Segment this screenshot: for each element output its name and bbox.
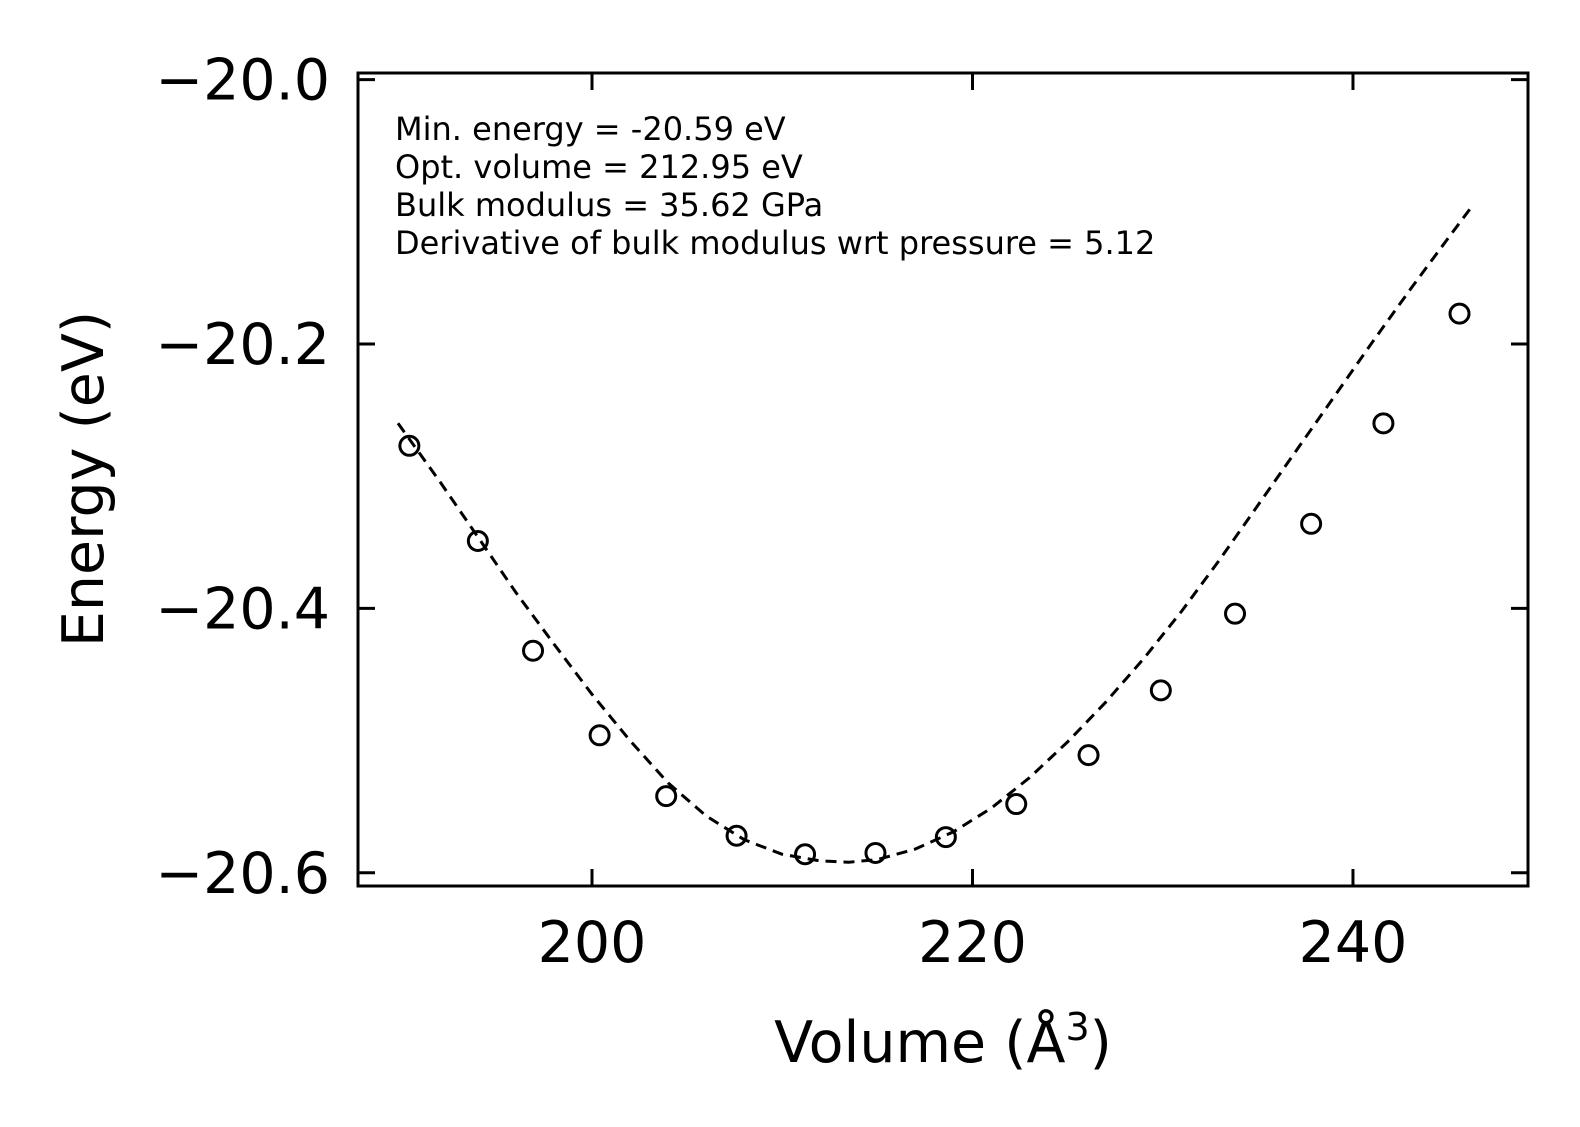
data-point (1224, 602, 1247, 625)
y-tick-label: −20.2 (155, 312, 330, 378)
x-axis-label-main: Volume (Å (774, 1008, 1065, 1076)
data-point (1149, 679, 1172, 702)
annotation-min-energy: Min. energy = -20.59 eV (395, 110, 786, 148)
data-point (725, 824, 748, 847)
x-tick-label: 240 (1299, 910, 1408, 976)
annotation-bulk-modulus: Bulk modulus = 35.62 GPa (395, 186, 823, 224)
y-axis-label: Energy (eV) (51, 311, 117, 647)
y-tick-label: −20.4 (155, 576, 330, 642)
fit-curve (396, 206, 1473, 864)
annotation-opt-volume: Opt. volume = 212.95 eV (395, 148, 803, 186)
y-tick-label: −20.0 (155, 48, 330, 114)
data-point (588, 724, 611, 747)
data-point (398, 434, 421, 457)
x-axis-label: Volume (Å3) (774, 1005, 1112, 1076)
data-points-layer (398, 302, 1471, 866)
x-tick-label: 220 (918, 910, 1027, 976)
plot-frame (356, 71, 1530, 888)
data-point (522, 639, 545, 662)
x-axis-label-close: ) (1090, 1010, 1112, 1076)
data-point (1448, 302, 1471, 325)
data-point (1005, 793, 1028, 816)
x-tick-label: 200 (538, 910, 647, 976)
x-axis-label-superscript: 3 (1065, 1005, 1089, 1049)
data-point (794, 843, 817, 866)
data-point (864, 841, 887, 864)
data-point (1300, 512, 1323, 535)
data-point (1077, 744, 1100, 767)
data-point (466, 529, 489, 552)
y-tick-label: −20.6 (155, 841, 330, 907)
data-point (655, 785, 678, 808)
annotation-box: Min. energy = -20.59 eV Opt. volume = 21… (395, 110, 1155, 262)
fit-curve-layer (396, 206, 1473, 864)
ticks-layer: 200 220 240 −20.0 −20.2 −20.4 −20.6 (155, 48, 1528, 976)
annotation-bulk-modulus-derivative: Derivative of bulk modulus wrt pressure … (395, 224, 1155, 262)
data-point (1372, 412, 1395, 435)
data-point (934, 826, 957, 849)
